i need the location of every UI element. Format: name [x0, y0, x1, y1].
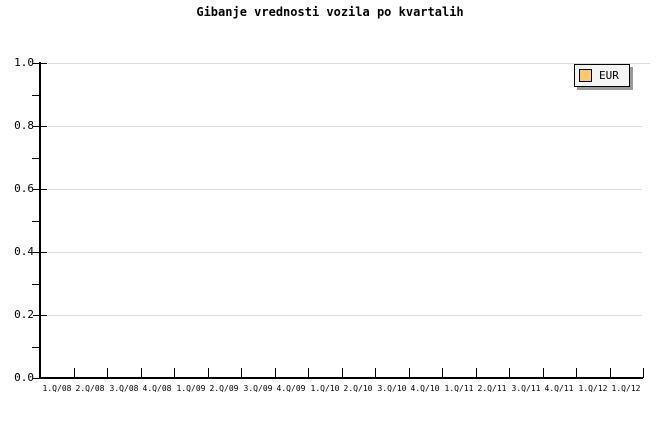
x-tick	[308, 368, 309, 378]
y-gridline	[40, 252, 642, 253]
x-tick	[543, 368, 544, 378]
y-axis-tick-label: 0.2	[14, 308, 34, 321]
y-axis-tick-label: 0.0	[14, 371, 34, 384]
x-axis-tick-label: 4.Q/10	[410, 384, 440, 393]
y-axis-tick-label: 0.6	[14, 182, 34, 195]
x-tick	[610, 368, 611, 378]
y-axis-tick-label: 0.4	[14, 245, 34, 258]
x-axis-tick-label: 1.Q/12	[578, 384, 608, 393]
x-tick	[576, 368, 577, 378]
y-gridline	[40, 63, 650, 64]
x-axis-tick-label: 1.Q/09	[176, 384, 206, 393]
y-minor-tick	[32, 95, 39, 96]
x-tick	[74, 368, 75, 378]
chart-title: Gibanje vrednosti vozila po kvartalih	[196, 5, 464, 19]
y-axis-tick-label: 0.8	[14, 119, 34, 132]
y-minor-tick	[32, 221, 39, 222]
x-axis-tick-label: 2.Q/08	[75, 384, 105, 393]
y-gridline	[40, 126, 642, 127]
x-tick	[342, 368, 343, 378]
x-tick	[476, 368, 477, 378]
x-axis-tick-label: 4.Q/11	[544, 384, 574, 393]
x-axis-tick-label: 3.Q/09	[243, 384, 273, 393]
legend-label-eur: EUR	[599, 69, 619, 82]
x-axis-tick-label: 1.Q/12	[611, 384, 641, 393]
legend: EUR	[574, 64, 630, 87]
x-axis-tick-label: 1.Q/08	[42, 384, 72, 393]
y-gridline	[40, 189, 642, 190]
x-axis-tick-label: 2.Q/09	[209, 384, 239, 393]
x-tick	[208, 368, 209, 378]
x-tick	[141, 368, 142, 378]
x-tick	[509, 368, 510, 378]
x-axis-tick-label: 2.Q/11	[477, 384, 507, 393]
y-minor-tick	[32, 158, 39, 159]
x-tick	[241, 368, 242, 378]
x-axis-tick-label: 3.Q/10	[377, 384, 407, 393]
x-axis-tick-label: 1.Q/11	[444, 384, 474, 393]
y-minor-tick	[32, 347, 39, 348]
x-tick	[409, 368, 410, 378]
y-axis-tick-label: 1.0	[14, 56, 34, 69]
legend-swatch-eur	[579, 69, 592, 82]
x-axis-line	[39, 377, 643, 379]
x-axis-tick-label: 4.Q/08	[142, 384, 172, 393]
x-tick	[107, 368, 108, 378]
y-minor-tick	[32, 284, 39, 285]
x-tick	[275, 368, 276, 378]
x-tick	[643, 368, 644, 378]
x-tick	[174, 368, 175, 378]
x-axis-tick-label: 3.Q/08	[109, 384, 139, 393]
x-axis-tick-label: 1.Q/10	[310, 384, 340, 393]
x-axis-tick-label: 2.Q/10	[343, 384, 373, 393]
y-gridline	[40, 315, 642, 316]
x-axis-tick-label: 3.Q/11	[511, 384, 541, 393]
x-tick	[375, 368, 376, 378]
y-axis-line	[39, 62, 41, 379]
x-tick	[442, 368, 443, 378]
x-axis-tick-label: 4.Q/09	[276, 384, 306, 393]
